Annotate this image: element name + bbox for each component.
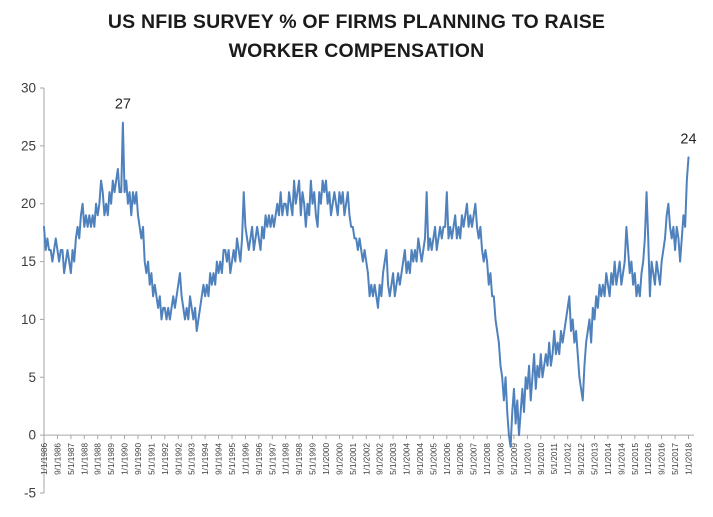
- x-tick-label: 5/1/1997: [268, 443, 277, 475]
- data-point-annotation: 27: [115, 97, 131, 113]
- x-tick-label: 1/1/2006: [443, 443, 452, 475]
- x-tick-label: 9/1/2014: [617, 443, 626, 475]
- data-point-annotation: 24: [680, 131, 696, 147]
- x-tick-label: 9/1/2010: [537, 443, 546, 475]
- x-tick-label: 5/1/2007: [470, 443, 479, 475]
- x-tick-label: 5/1/1999: [309, 443, 318, 475]
- x-tick-label: 9/1/1994: [215, 443, 224, 475]
- x-tick-label: 9/1/2006: [456, 443, 465, 475]
- x-tick-label: 9/1/1986: [53, 443, 62, 475]
- x-tick-label: 9/1/2000: [335, 443, 344, 475]
- y-tick-label: 25: [21, 138, 36, 153]
- x-tick-label: 1/1/2002: [362, 443, 371, 475]
- y-tick-label: 30: [21, 81, 36, 96]
- x-tick-label: 9/1/1990: [134, 443, 143, 475]
- x-tick-label: 5/1/1989: [107, 443, 116, 475]
- x-tick-label: 5/1/2001: [349, 443, 358, 475]
- x-tick-label: 1/1/2018: [685, 443, 694, 475]
- x-tick-label: 5/1/2013: [591, 443, 600, 475]
- x-tick-label: 1/1/2012: [564, 443, 573, 475]
- data-series-line: [43, 121, 690, 448]
- x-tick-label: 1/1/1996: [241, 443, 250, 475]
- x-tick-label: 1/1/1992: [161, 443, 170, 475]
- x-tick-label: 9/1/2008: [497, 443, 506, 475]
- x-tick-label: 1/1/1986: [40, 443, 49, 475]
- x-tick-label: 5/1/2005: [429, 443, 438, 475]
- chart-title-line1: US NFIB SURVEY % OF FIRMS PLANNING TO RA…: [107, 11, 606, 33]
- x-tick-label: 1/1/2014: [604, 443, 613, 475]
- y-axis-labels: 30 25 20 15 10 5 0 -5: [21, 81, 36, 501]
- annotations: 27 24: [115, 97, 697, 148]
- x-tick-label: 1/1/2004: [403, 443, 412, 475]
- x-tick-label: 5/1/2015: [631, 443, 640, 475]
- chart-title: US NFIB SURVEY % OF FIRMS PLANNING TO RA…: [0, 8, 713, 66]
- x-tick-label: 5/1/2003: [389, 443, 398, 475]
- x-tick-label: 9/1/2002: [376, 443, 385, 475]
- x-tick-label: 1/1/1990: [121, 443, 130, 475]
- x-tick-label: 1/1/2010: [523, 443, 532, 475]
- y-tick-label: 10: [21, 312, 36, 327]
- x-tick-label: 5/1/2017: [671, 443, 680, 475]
- y-tick-label: -5: [24, 486, 36, 501]
- y-tick-label: 5: [28, 370, 36, 385]
- x-tick-label: 1/1/2008: [483, 443, 492, 475]
- x-tick-label: 9/1/1998: [295, 443, 304, 475]
- y-tick-label: 15: [21, 254, 36, 269]
- x-tick-label: 5/1/2011: [550, 443, 559, 475]
- x-tick-label: 5/1/1987: [67, 443, 76, 475]
- x-axis-labels: 1/1/1986 9/1/1986 5/1/1987 1/1/1988 9/1/1988…: [40, 443, 694, 475]
- x-tick-label: 9/1/1996: [255, 443, 264, 475]
- x-tick-label: 5/1/2009: [510, 443, 519, 475]
- x-tick-label: 1/1/1998: [282, 443, 291, 475]
- y-tick-label: 20: [21, 196, 36, 211]
- x-axis: [43, 434, 694, 440]
- x-tick-label: 5/1/1991: [147, 443, 156, 475]
- x-tick-label: 1/1/1994: [201, 443, 210, 475]
- y-axis: [40, 87, 45, 494]
- x-tick-label: 9/1/2004: [416, 443, 425, 475]
- x-tick-label: 9/1/2012: [577, 443, 586, 475]
- x-tick-label: 1/1/2000: [322, 443, 331, 475]
- x-tick-label: 9/1/1988: [94, 443, 103, 475]
- chart-title-line2: WORKER COMPENSATION: [228, 40, 485, 62]
- x-tick-label: 1/1/2016: [644, 443, 653, 475]
- x-tick-label: 1/1/1988: [80, 443, 89, 475]
- y-tick-label: 0: [28, 428, 36, 443]
- x-tick-label: 9/1/2016: [658, 443, 667, 475]
- x-tick-label: 5/1/1993: [188, 443, 197, 475]
- x-tick-label: 9/1/1992: [174, 443, 183, 475]
- x-tick-label: 5/1/1995: [228, 443, 237, 475]
